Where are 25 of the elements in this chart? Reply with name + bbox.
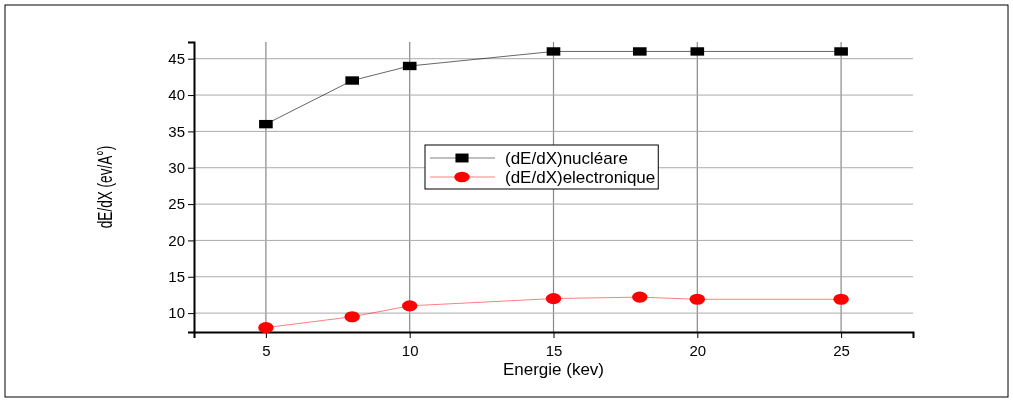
legend-label: (dE/dX)nucléare [505, 149, 628, 168]
x-tick-label: 20 [689, 342, 707, 359]
x-tick-label: 25 [833, 342, 850, 359]
point [259, 119, 273, 129]
point [545, 293, 562, 305]
y-tick-label: 35 [168, 122, 185, 140]
point [632, 291, 648, 303]
y-tick-label: 40 [168, 86, 185, 104]
point [344, 311, 360, 323]
point [401, 300, 418, 312]
point [258, 322, 274, 334]
x-tick-label: 5 [262, 342, 271, 359]
y-axis-title: dE/dX (ev/A°) [94, 145, 117, 229]
x-tick-label: 10 [401, 342, 419, 359]
y-tick-label: 45 [168, 50, 185, 68]
legend-label: (dE/dX)electronique [505, 168, 656, 187]
y-tick-label: 10 [168, 304, 185, 322]
y-tick-label: 30 [168, 159, 185, 177]
x-tick-label: 15 [545, 342, 563, 359]
point [833, 293, 849, 305]
y-tick-label: 15 [168, 268, 185, 286]
y-tick-label: 25 [168, 195, 185, 213]
point [689, 293, 706, 305]
y-tick-label: 20 [168, 231, 185, 249]
x-axis-title: Energie (kev) [502, 360, 605, 379]
